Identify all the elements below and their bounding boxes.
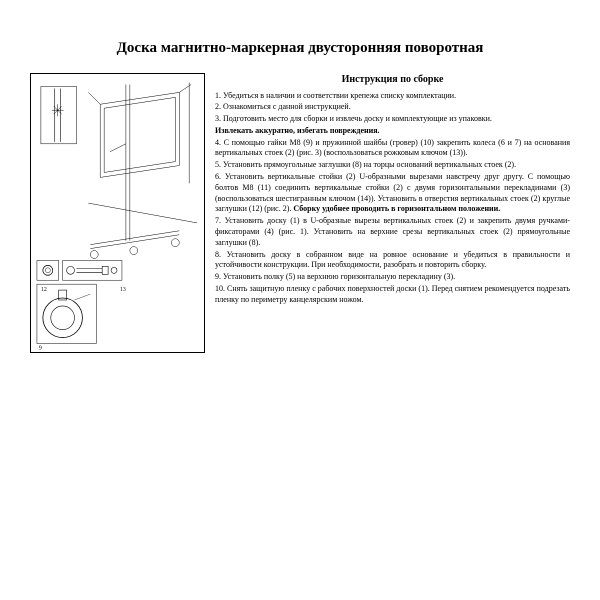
diagram-label-13: 13 — [120, 287, 126, 293]
step: 5. Установить прямоугольные заглушки (8)… — [215, 160, 570, 171]
diagram-label-12: 12 — [41, 287, 47, 293]
instructions-column: Инструкция по сборке 1. Убедиться в нали… — [215, 73, 570, 353]
step: 10. Снять защитную пленку с рабочих пове… — [215, 284, 570, 306]
content-row: 12 13 — [30, 73, 570, 353]
diagram-column: 12 13 — [30, 73, 205, 353]
assembly-diagram: 12 13 — [30, 73, 205, 353]
step: 1. Убедиться в наличии и соответствии кр… — [215, 91, 570, 102]
step: 4. С помощью гайки М8 (9) и пружинной ша… — [215, 138, 570, 160]
warning-text: Извлекать аккуратно, избегать повреждени… — [215, 126, 570, 137]
page-title: Доска магнитно-маркерная двусторонняя по… — [30, 40, 570, 57]
step: 6. Установить вертикальные стойки (2) U-… — [215, 172, 570, 215]
step: 9. Установить полку (5) на верхнюю гориз… — [215, 272, 570, 283]
diagram-svg: 12 13 — [31, 74, 204, 352]
instructions-title: Инструкция по сборке — [215, 73, 570, 87]
diagram-label-9: 9 — [39, 345, 42, 351]
step: 3. Подготовить место для сборки и извлеч… — [215, 114, 570, 125]
step: 2. Ознакомиться с данной инструкцией. — [215, 102, 570, 113]
step: 8. Установить доску в собранном виде на … — [215, 250, 570, 272]
step: 7. Установить доску (1) в U-образные выр… — [215, 216, 570, 248]
page: Доска магнитно-маркерная двусторонняя по… — [0, 0, 600, 373]
warning-text: Сборку удобнее проводить в горизонтально… — [291, 204, 500, 213]
